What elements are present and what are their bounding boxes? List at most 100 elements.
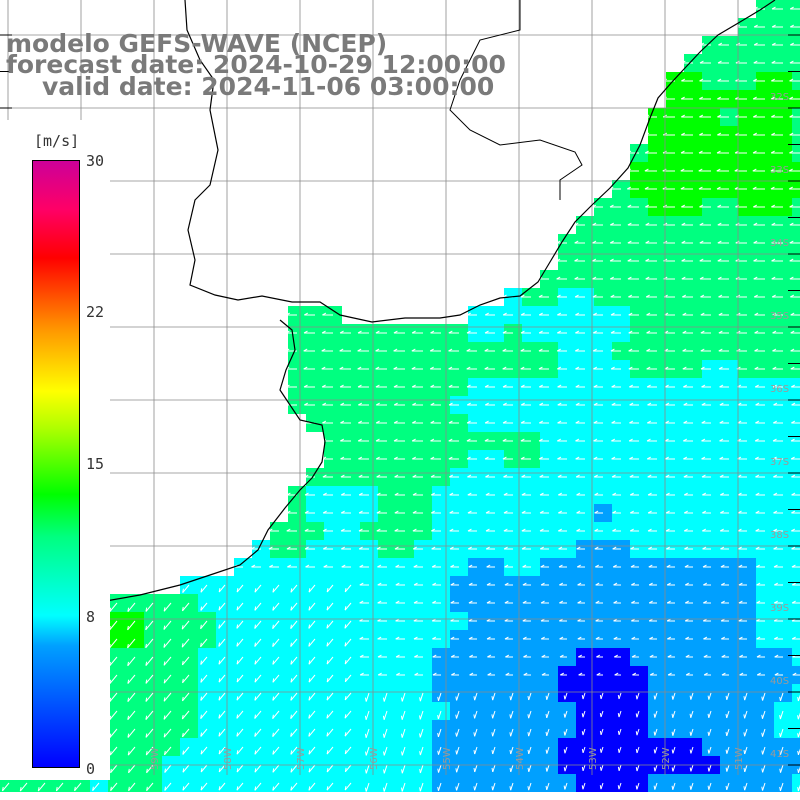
wind-arrow-head	[364, 787, 367, 792]
wind-arrow-head	[702, 510, 707, 514]
wind-arrow	[365, 746, 370, 756]
wind-arrow-head	[629, 456, 634, 460]
wind-arrow-head	[326, 660, 329, 665]
wind-arrow-head	[413, 618, 418, 622]
wind-arrow-head	[792, 672, 797, 676]
wind-arrow-head	[648, 582, 653, 586]
wind-arrow-head	[340, 456, 345, 460]
wind-arrow-head	[612, 510, 617, 514]
wind-arrow	[218, 746, 226, 755]
wind-arrow-head	[774, 672, 779, 676]
wind-arrow	[146, 764, 154, 774]
wind-arrow	[437, 710, 442, 720]
wind-arrow-head	[272, 786, 275, 791]
wind-arrow	[744, 692, 748, 701]
wind-arrow-head	[649, 672, 654, 676]
wind-arrow-head	[629, 474, 634, 478]
wind-arrow-head	[502, 330, 507, 334]
wind-arrow-head	[358, 420, 363, 424]
wind-arrow-head	[593, 402, 598, 406]
wind-arrow-head	[682, 312, 687, 316]
wind-arrow-head	[344, 587, 347, 593]
wind-arrow-head	[754, 312, 759, 316]
wind-arrow-head	[467, 510, 472, 514]
wind-arrow-head	[539, 384, 544, 388]
wind-arrow-head	[753, 240, 758, 244]
wind-arrow-head	[393, 420, 398, 424]
wind-arrow-head	[484, 456, 489, 460]
wind-arrow-head	[359, 618, 364, 622]
wind-arrow-head	[576, 510, 581, 514]
wind-arrow-head	[736, 348, 741, 352]
wind-arrow-head	[703, 672, 708, 676]
wind-arrow-head	[700, 312, 705, 316]
wind-arrow	[365, 710, 370, 720]
valid-date: valid date: 2024-11-06 03:00:00	[42, 72, 495, 101]
wind-arrow-head	[146, 786, 148, 791]
wind-arrow-head	[308, 606, 311, 611]
wind-arrow	[492, 764, 496, 773]
wind-arrow-head	[326, 624, 329, 629]
wind-arrow-head	[628, 348, 633, 352]
wind-arrow-head	[375, 366, 380, 370]
wind-arrow-head	[538, 312, 543, 316]
wind-arrow-head	[146, 768, 148, 773]
wind-arrow	[218, 674, 226, 683]
wind-arrow	[654, 764, 658, 772]
longitude-label: 53W	[588, 747, 599, 770]
wind-arrow-head	[666, 618, 671, 622]
wind-arrow-head	[308, 750, 311, 755]
wind-arrow-head	[304, 474, 309, 478]
latitude-label: 38S	[770, 530, 789, 541]
wind-arrow-head	[502, 420, 507, 424]
wind-arrow-head	[563, 695, 566, 700]
wind-arrow	[510, 728, 514, 737]
wind-arrow-head	[382, 697, 385, 702]
wind-arrow-head	[419, 768, 421, 774]
wind-arrow	[163, 674, 172, 684]
wind-arrow-head	[790, 366, 795, 370]
wind-arrow-head	[610, 294, 615, 298]
wind-arrow	[326, 602, 334, 611]
wind-arrow	[326, 638, 334, 647]
wind-arrow-head	[772, 438, 777, 442]
wind-arrow-head	[468, 582, 473, 586]
wind-arrow	[308, 692, 316, 701]
wind-arrow	[218, 656, 226, 665]
wind-arrow-head	[269, 564, 274, 568]
wind-arrow	[780, 746, 784, 755]
wind-arrow-head	[455, 768, 458, 773]
wind-arrow	[182, 656, 190, 666]
wind-arrow-head	[394, 474, 399, 478]
wind-arrow-head	[774, 636, 779, 640]
wind-arrow	[326, 746, 334, 755]
wind-arrow	[419, 692, 424, 702]
wind-arrow-head	[305, 564, 310, 568]
wind-arrow	[200, 692, 208, 701]
wind-arrow-head	[791, 402, 796, 406]
colorbar-gradient	[32, 160, 80, 768]
wind-arrow-head	[577, 618, 582, 622]
wind-arrow-head	[236, 786, 239, 791]
colorbar-tick-30: 30	[86, 152, 105, 170]
wind-arrow-head	[344, 642, 347, 647]
wind-arrow-head	[699, 222, 704, 226]
wind-arrow-head	[736, 330, 741, 334]
wind-arrow-head	[503, 474, 508, 478]
wind-arrow-head	[290, 642, 292, 647]
wind-arrow-head	[753, 78, 758, 82]
wind-arrow	[218, 692, 226, 701]
wind-arrow-head	[127, 679, 130, 684]
latitude-label: 36S	[770, 384, 789, 395]
wind-arrow-head	[563, 785, 566, 790]
wind-arrow-head	[797, 750, 799, 755]
wind-arrow-head	[754, 438, 759, 442]
wind-arrow-head	[645, 222, 650, 226]
wind-arrow	[672, 728, 676, 736]
wind-arrow-head	[308, 678, 311, 683]
wind-arrow	[254, 764, 262, 773]
wind-arrow	[474, 728, 478, 737]
wind-arrow-head	[340, 474, 345, 478]
wind-arrow-head	[218, 642, 221, 647]
wind-arrow	[145, 602, 154, 612]
